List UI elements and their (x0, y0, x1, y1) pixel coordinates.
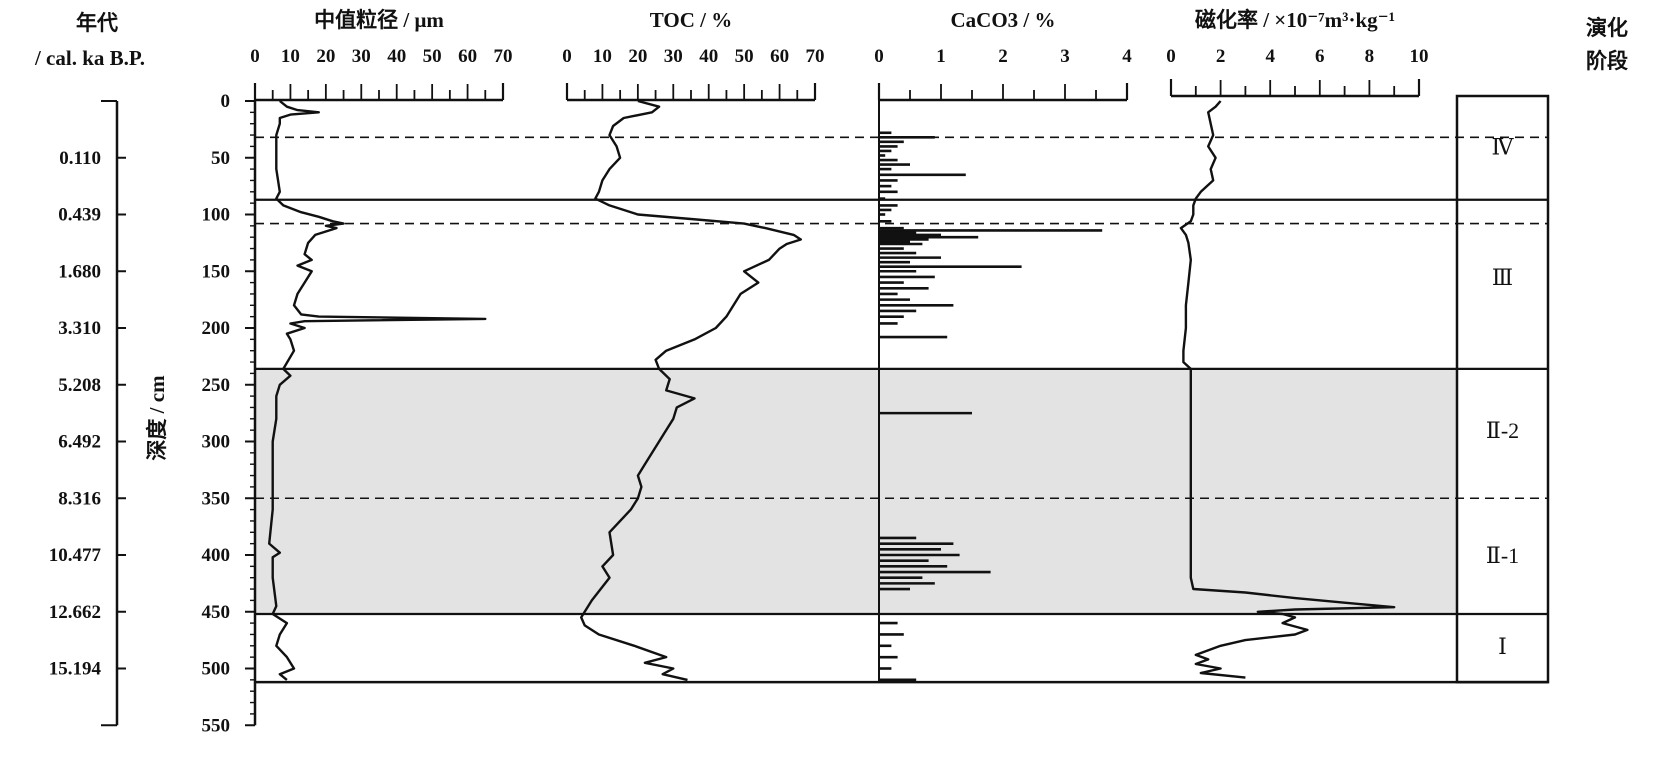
age-label: 12.662 (49, 602, 101, 623)
depth-tick-label: 400 (202, 545, 231, 566)
stage-column-frame (1455, 94, 1550, 684)
panel-3-tick-label: 8 (1365, 46, 1375, 67)
panel-2-tick-label: 0 (874, 46, 884, 67)
depth-tick-label: 550 (202, 715, 231, 736)
age-label: 15.194 (49, 659, 102, 680)
stage-column-title-line2: 阶段 (1586, 49, 1628, 73)
panel-2-tick-label: 1 (936, 46, 946, 67)
panel-0-tick-label: 70 (494, 46, 513, 67)
panel-1-tick-label: 40 (699, 46, 718, 67)
depth-tick-label: 200 (202, 318, 231, 339)
panel-0-tick-label: 20 (316, 46, 335, 67)
panel-2-title: CaCO3 / % (951, 8, 1056, 32)
panel-1-tick-label: 10 (593, 46, 612, 67)
age-label: 8.316 (58, 488, 101, 509)
depth-tick-label: 0 (221, 91, 231, 112)
stage-label: Ⅱ-1 (1486, 543, 1519, 568)
panel-1-tick-label: 20 (628, 46, 647, 67)
age-label: 10.477 (49, 545, 102, 566)
age-label: 1.680 (58, 261, 101, 282)
depth-tick-label: 150 (202, 261, 231, 282)
panel-3-tick-label: 6 (1315, 46, 1325, 67)
stage-column-title-line1: 演化 (1586, 16, 1628, 40)
panel-1-tick-label: 0 (562, 46, 572, 67)
stage-label: Ⅲ (1492, 265, 1513, 290)
panel-3-title: 磁化率 / ×10⁻⁷m³·kg⁻¹ (1195, 8, 1395, 32)
panel-1-series-line (580, 99, 802, 682)
panel-0-tick-label: 50 (423, 46, 442, 67)
panel-0-tick-label: 60 (458, 46, 477, 67)
panel-3-tick-label: 2 (1216, 46, 1226, 67)
depth-tick-label: 300 (202, 432, 231, 453)
panel-1-tick-label: 50 (735, 46, 754, 67)
depth-axis-label: 深度 / cm (145, 375, 169, 461)
panel-1-title: TOC / % (650, 8, 732, 32)
depth-tick-label: 50 (211, 148, 230, 169)
panel-0-tick-label: 0 (250, 46, 260, 67)
panel-1-tick-label: 30 (664, 46, 683, 67)
panel-0-series-line (268, 100, 487, 681)
age-label: 3.310 (58, 318, 101, 339)
age-label: 6.492 (58, 432, 101, 453)
text-layer: 年代 / cal. ka B.P. 演化 阶段 深度 / cm 05010015… (34, 8, 1628, 736)
panel-0-tick-label: 40 (387, 46, 406, 67)
panel-2-tick-label: 2 (998, 46, 1008, 67)
panel-1-tick-label: 60 (770, 46, 789, 67)
panel-3-tick-label: 0 (1166, 46, 1176, 67)
depth-tick-label: 100 (202, 205, 231, 226)
stage-label: Ⅰ (1498, 634, 1507, 659)
panel-2-tick-label: 3 (1060, 46, 1070, 67)
depth-tick-label: 500 (202, 659, 231, 680)
panel-2-tick-label: 4 (1122, 46, 1132, 67)
data-layer (268, 99, 1396, 682)
depth-tick-label: 250 (202, 375, 231, 396)
panel-3-series-line (1179, 100, 1396, 679)
panel-0-tick-label: 30 (352, 46, 371, 67)
age-axis-title-line2: / cal. ka B.P. (34, 46, 145, 70)
stage-label: Ⅱ-2 (1486, 418, 1519, 443)
age-axis-title-line1: 年代 (76, 11, 118, 35)
depth-tick-label: 450 (202, 602, 231, 623)
panel-0-title: 中值粒径 / μm (314, 8, 444, 32)
age-label: 0.439 (58, 205, 101, 226)
age-label: 5.208 (58, 375, 101, 396)
stage-label: Ⅳ (1492, 134, 1515, 159)
age-label: 0.110 (59, 148, 101, 169)
panel-1-tick-label: 70 (806, 46, 825, 67)
panel-3-tick-label: 4 (1265, 46, 1275, 67)
panel-0-tick-label: 10 (281, 46, 300, 67)
panel-3-tick-label: 10 (1410, 46, 1429, 67)
shaded-interval (255, 368, 1457, 615)
depth-tick-label: 350 (202, 488, 231, 509)
axes-layer (101, 79, 1550, 727)
